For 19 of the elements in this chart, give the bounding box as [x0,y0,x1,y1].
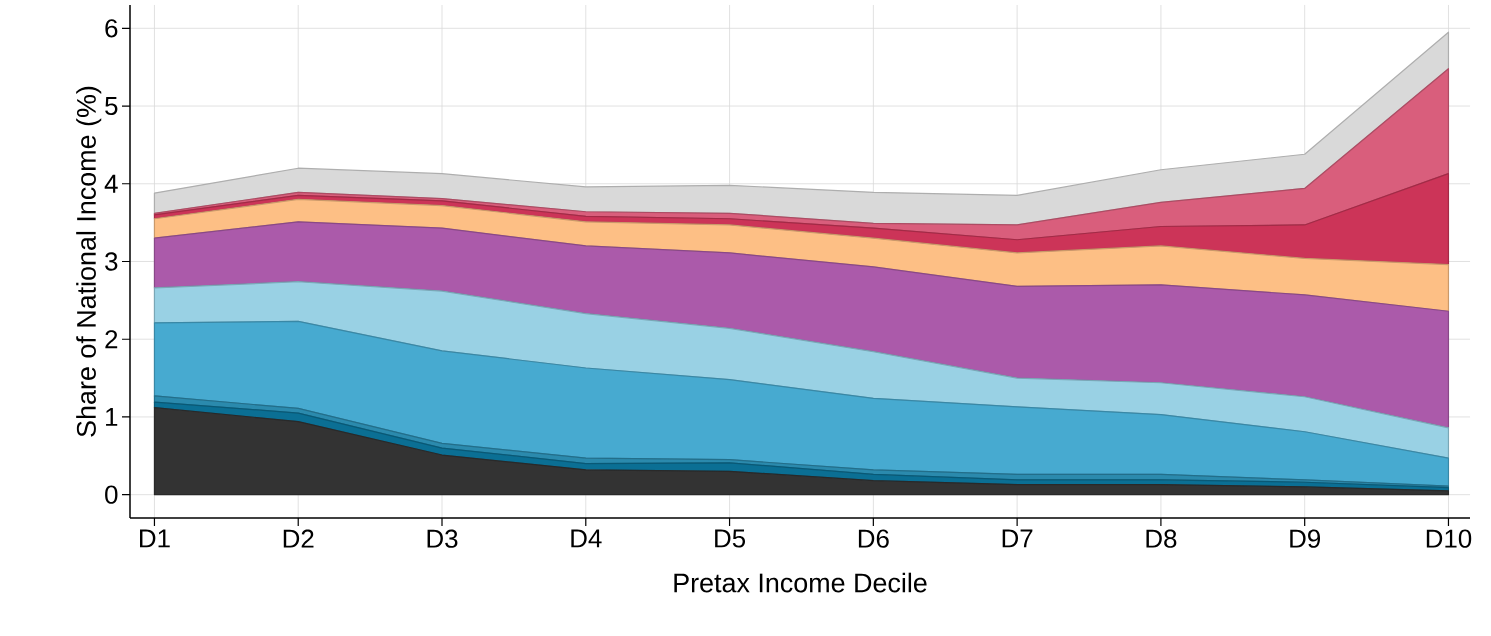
x-tick-label: D2 [283,529,314,548]
y-tick-label: 2 [105,330,118,349]
x-tick-label: D9 [1290,529,1321,548]
x-tick-label: D3 [427,529,458,548]
x-tick-label: D8 [1146,529,1177,548]
x-tick-label: D4 [571,529,602,548]
y-tick-label: 1 [106,408,118,426]
y-tick-label: 0 [105,485,118,504]
x-tick-label: D7 [1002,529,1033,548]
x-tick-label: D1 [140,529,170,548]
x-tick-label: D6 [858,529,889,548]
x-tick-label: D5 [715,529,746,548]
y-axis-title: Share of National Income (%) [76,86,102,437]
x-axis-title: Pretax Income Decile [674,572,927,593]
y-tick-label: 4 [104,174,118,193]
y-tick-label: 3 [105,252,118,271]
y-tick-label: 6 [105,19,118,38]
y-tick-label: 5 [105,97,118,116]
x-tick-label: D10 [1426,529,1472,548]
